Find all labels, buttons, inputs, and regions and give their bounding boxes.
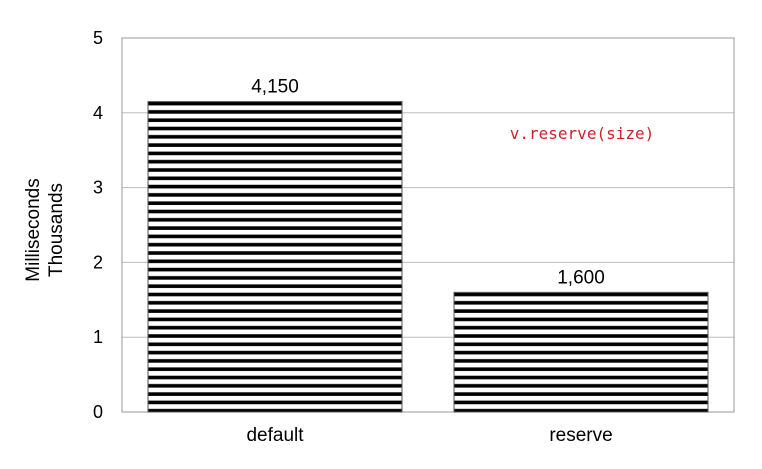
y-tick-labels: 0 1 2 3 4 5 [93,28,103,422]
category-labels: default reserve [246,425,612,446]
y-tick-label: 0 [93,402,103,422]
y-tick-label: 2 [93,252,103,272]
category-label-reserve: reserve [549,425,612,446]
plot-frame [121,37,735,413]
y-tick-label: 3 [93,178,103,198]
y-axis-label-line-1: Milliseconds [23,178,44,281]
category-label-default: default [246,425,304,446]
data-label-default: 4,150 [251,77,299,98]
bar-reserve [453,291,709,413]
bars [147,101,709,413]
code-annotation: v.reserve(size) [510,124,655,143]
bar-default [147,101,403,413]
y-axis-label-line-2: Thousands [46,183,67,277]
y-tick-label: 1 [93,327,103,347]
data-label-reserve: 1,600 [557,267,605,288]
y-tick-label: 4 [93,103,103,123]
data-labels: 4,150 1,600 [251,77,605,289]
y-tick-label: 5 [93,28,103,48]
